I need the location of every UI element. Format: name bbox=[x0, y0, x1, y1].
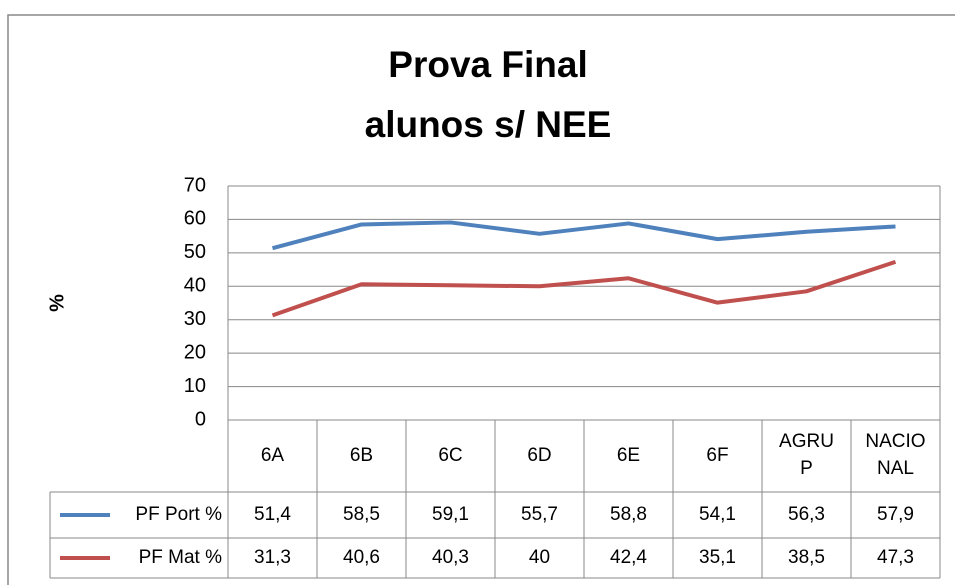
data-label: 35,1 bbox=[699, 547, 736, 568]
data-label: 58,5 bbox=[343, 504, 380, 525]
data-label: 40,3 bbox=[432, 547, 469, 568]
y-tick-label: 50 bbox=[184, 241, 206, 263]
chart-title: Prova Final bbox=[388, 44, 587, 85]
y-tick-label: 60 bbox=[184, 208, 206, 230]
data-label: 59,1 bbox=[432, 504, 469, 525]
y-axis-label: % bbox=[46, 294, 68, 312]
chart-title: alunos s/ NEE bbox=[365, 104, 612, 145]
data-label: 38,5 bbox=[788, 547, 825, 568]
legend-label: PF Mat % bbox=[139, 547, 223, 568]
data-label: 47,3 bbox=[877, 547, 914, 568]
x-tick-label: 6B bbox=[349, 444, 374, 466]
data-label: 40 bbox=[528, 547, 551, 568]
data-label: 58,8 bbox=[610, 504, 647, 525]
data-label: 42,4 bbox=[610, 547, 647, 568]
x-tick-label: 6E bbox=[616, 444, 641, 466]
series-line bbox=[271, 220, 896, 251]
chart-border bbox=[7, 14, 955, 585]
data-label: 31,3 bbox=[254, 547, 291, 568]
data-label: 54,1 bbox=[699, 504, 736, 525]
data-label: 56,3 bbox=[788, 504, 825, 525]
x-tick-label: NACIONAL bbox=[865, 431, 926, 479]
x-tick-label: 6D bbox=[527, 444, 552, 466]
y-tick-label: 0 bbox=[195, 408, 206, 430]
data-label: 55,7 bbox=[521, 504, 558, 525]
data-label: 40,6 bbox=[343, 547, 380, 568]
y-tick-label: 40 bbox=[184, 275, 206, 297]
y-tick-label: 70 bbox=[184, 174, 206, 196]
data-label: 57,9 bbox=[877, 504, 914, 525]
y-tick-label: 20 bbox=[184, 341, 206, 363]
y-tick-label: 30 bbox=[184, 308, 206, 330]
x-tick-label: 6A bbox=[260, 444, 285, 466]
x-tick-label: AGRUP bbox=[779, 431, 834, 479]
x-tick-label: 6C bbox=[438, 444, 463, 466]
series-line bbox=[271, 259, 897, 318]
legend-label: PF Port % bbox=[135, 504, 222, 525]
x-tick-label: 6F bbox=[706, 444, 729, 466]
y-tick-label: 10 bbox=[184, 375, 206, 397]
data-label: 51,4 bbox=[254, 504, 291, 525]
